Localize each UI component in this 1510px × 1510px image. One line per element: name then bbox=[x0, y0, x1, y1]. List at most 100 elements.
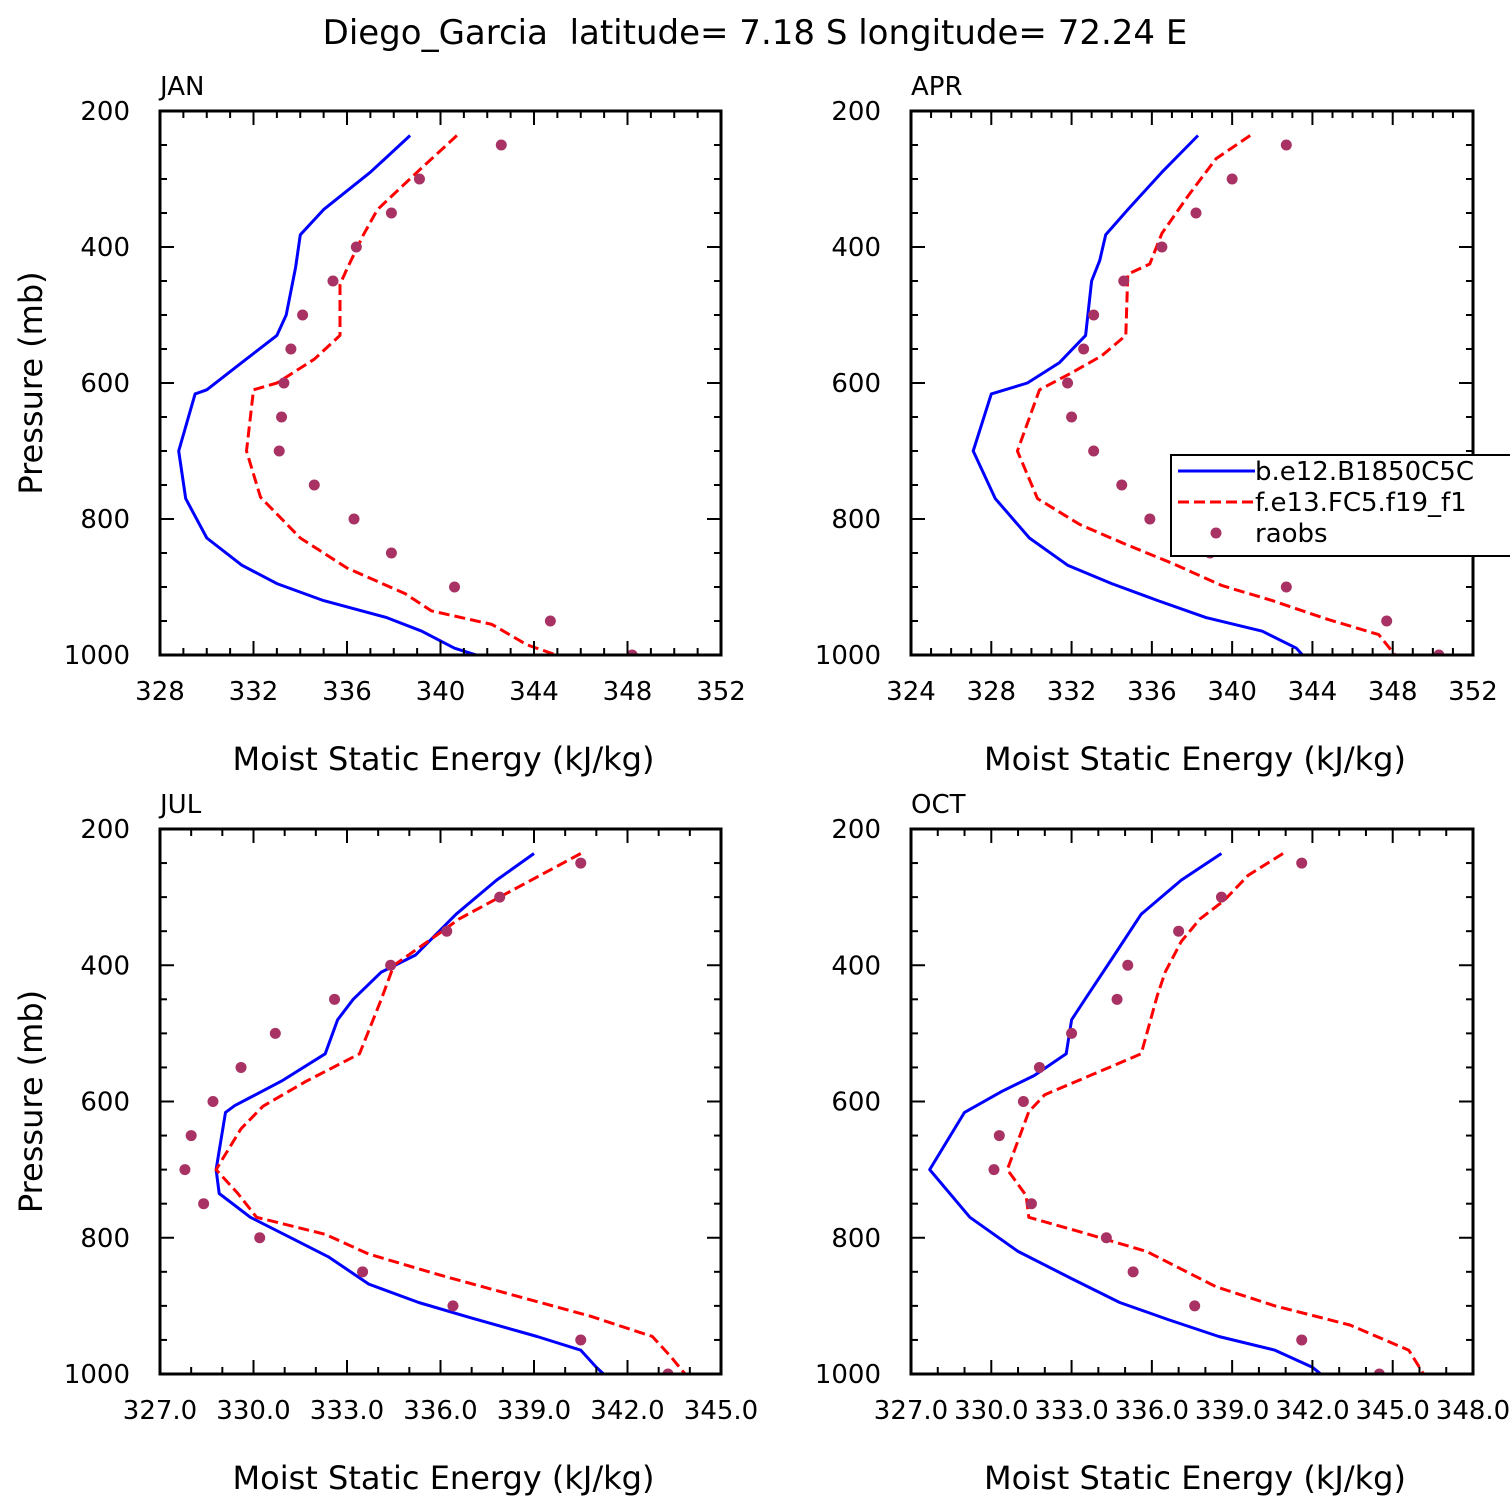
legend-raobs-marker bbox=[1210, 527, 1222, 539]
panel-oct-raobs-point bbox=[1127, 1266, 1139, 1278]
panel-oct-ytick-label: 400 bbox=[831, 951, 881, 981]
panel-apr-raobs-point bbox=[1381, 615, 1393, 627]
panel-oct-raobs-point bbox=[1017, 1096, 1029, 1107]
panel-jan-raobs-point bbox=[350, 241, 362, 253]
panel-apr-raobs-point bbox=[1226, 173, 1238, 185]
panel-apr-raobs-point bbox=[1116, 479, 1128, 491]
panel-jan-raobs-point bbox=[276, 411, 288, 423]
panel-jan-model-b-line bbox=[177, 134, 482, 655]
panel-oct-label: OCT bbox=[911, 790, 966, 820]
panel-jan-raobs-point bbox=[544, 615, 556, 627]
panel-apr-ytick-label: 800 bbox=[831, 505, 881, 535]
panel-oct-xtick-label: 333.0 bbox=[1034, 1396, 1108, 1426]
panel-apr-ytick-label: 600 bbox=[831, 369, 881, 399]
panel-jul-raobs-point bbox=[198, 1198, 210, 1210]
panel-apr-xtick-label: 324 bbox=[886, 677, 936, 707]
panel-oct-model-f-line bbox=[1005, 852, 1426, 1374]
panel-jul-raobs-point bbox=[207, 1096, 219, 1107]
panel-jan-frame bbox=[158, 109, 723, 657]
panel-oct-ytick-label: 600 bbox=[831, 1088, 881, 1118]
panel-jul-raobs-point bbox=[494, 891, 506, 903]
panel-apr-ytick-label: 1000 bbox=[815, 641, 881, 671]
panel-oct-raobs-point bbox=[1189, 1300, 1201, 1312]
panel-apr-raobs-point bbox=[1088, 445, 1100, 457]
panel-jan-label: JAN bbox=[158, 72, 204, 102]
panel-jan-xaxis-title: Moist Static Energy (kJ/kg) bbox=[233, 740, 655, 778]
panel-apr-xtick-label: 336 bbox=[1127, 677, 1177, 707]
panel-apr-raobs-point bbox=[1190, 207, 1202, 219]
legend-entry-label: f.e13.FC5.f19_f1 bbox=[1255, 488, 1467, 518]
panel-apr-ytick-label: 200 bbox=[831, 97, 881, 127]
panel-jan-xtick-label: 336 bbox=[322, 677, 372, 707]
panel-oct-raobs-point bbox=[1033, 1061, 1045, 1073]
panel-oct-raobs-point bbox=[1215, 891, 1227, 903]
panel-oct-model-b-line bbox=[928, 852, 1324, 1374]
panel-apr-raobs-point bbox=[1144, 513, 1156, 525]
panel-jul-plot-area bbox=[179, 852, 687, 1374]
panel-oct-raobs-point bbox=[988, 1164, 1000, 1176]
panel-jan-plot-area bbox=[177, 134, 638, 655]
panel-apr-raobs-point bbox=[1078, 343, 1090, 355]
panel-jul-ytick-label: 200 bbox=[80, 815, 130, 845]
panel-jul-yaxis-title: Pressure (mb) bbox=[12, 990, 50, 1213]
panel-jan-raobs-point bbox=[495, 139, 507, 151]
panel-jul: JUL 327.0 330.0 333.0 336.0 339.0 342.0 345.0 20… bbox=[12, 790, 758, 1497]
panel-oct-raobs-point bbox=[1122, 959, 1134, 971]
panel-apr-model-f-line bbox=[1015, 134, 1398, 655]
panel-jan-raobs-point bbox=[449, 581, 461, 593]
panel-oct-raobs-point bbox=[993, 1130, 1005, 1142]
panel-oct-xtick-label: 348.0 bbox=[1436, 1396, 1510, 1426]
panel-oct-raobs-point bbox=[1111, 993, 1123, 1005]
panel-jan-ytick-label: 400 bbox=[80, 233, 130, 263]
panel-jul-raobs-point bbox=[385, 959, 397, 971]
panel-oct-plot-area bbox=[928, 852, 1426, 1374]
panel-jan-raobs-point bbox=[297, 309, 309, 321]
panel-apr-ytick-label: 400 bbox=[831, 233, 881, 263]
panel-apr-raobs-point bbox=[1066, 411, 1078, 423]
panel-jan-xtick-label: 348 bbox=[603, 677, 653, 707]
panel-apr-raobs-point bbox=[1280, 139, 1292, 151]
panel-apr: APR 324 328 332 336 340 344 348 352 200 400 600 800 1… bbox=[815, 72, 1498, 778]
panel-jan-raobs-point bbox=[413, 173, 425, 185]
panel-jul-raobs-point bbox=[269, 1027, 281, 1039]
panel-jul-raobs-point bbox=[357, 1266, 369, 1278]
panel-jan-xtick-label: 344 bbox=[509, 677, 559, 707]
panel-oct-ytick-label: 800 bbox=[831, 1224, 881, 1254]
panel-oct-xtick-label: 336.0 bbox=[1115, 1396, 1189, 1426]
panel-jan-raobs-point bbox=[308, 479, 320, 491]
panel-jan-xtick-label: 328 bbox=[135, 677, 185, 707]
legend-entry-label: b.e12.B1850C5C bbox=[1255, 457, 1474, 487]
panel-oct-xtick-label: 327.0 bbox=[874, 1396, 948, 1426]
panel-apr-xtick-label: 340 bbox=[1207, 677, 1257, 707]
panel-jul-xtick-label: 327.0 bbox=[123, 1396, 197, 1426]
panel-jan-ytick-label: 1000 bbox=[64, 641, 130, 671]
panel-jan-raobs-point bbox=[327, 275, 339, 287]
panel-apr-plot-area bbox=[971, 134, 1445, 655]
panel-apr-xtick-label: 328 bbox=[966, 677, 1016, 707]
panel-jul-ytick-label: 800 bbox=[80, 1224, 130, 1254]
panel-oct-raobs-point bbox=[1296, 1334, 1308, 1346]
panel-jul-raobs-point bbox=[329, 993, 341, 1005]
panel-jul-xtick-label: 342.0 bbox=[590, 1396, 664, 1426]
panel-oct-ytick-label: 200 bbox=[831, 815, 881, 845]
panel-jan-raobs-point bbox=[278, 377, 290, 389]
panel-jul-raobs-point bbox=[447, 1300, 459, 1312]
panel-oct-xtick-label: 345.0 bbox=[1355, 1396, 1429, 1426]
panel-jul-ytick-label: 400 bbox=[80, 951, 130, 981]
panel-apr-raobs-point bbox=[1088, 309, 1100, 321]
panel-oct-xtick-label: 330.0 bbox=[954, 1396, 1028, 1426]
panel-jan-raobs-point bbox=[273, 445, 285, 457]
panel-jul-model-f-line bbox=[214, 852, 687, 1374]
panel-jan-xtick-label: 352 bbox=[696, 677, 746, 707]
panel-jul-raobs-point bbox=[441, 925, 453, 937]
panel-jul-raobs-point bbox=[575, 857, 587, 869]
panel-jan-ytick-label: 200 bbox=[80, 97, 130, 127]
panel-oct-ytick-label: 1000 bbox=[815, 1360, 881, 1390]
panel-apr-xtick-label: 344 bbox=[1288, 677, 1338, 707]
panel-apr-xtick-label: 352 bbox=[1448, 677, 1498, 707]
panel-apr-xaxis-title: Moist Static Energy (kJ/kg) bbox=[984, 740, 1406, 778]
panel-jul-raobs-point bbox=[179, 1164, 191, 1176]
panel-jul-xtick-label: 333.0 bbox=[310, 1396, 384, 1426]
panel-jan-raobs-point bbox=[348, 513, 360, 525]
panel-apr-label: APR bbox=[911, 72, 963, 102]
